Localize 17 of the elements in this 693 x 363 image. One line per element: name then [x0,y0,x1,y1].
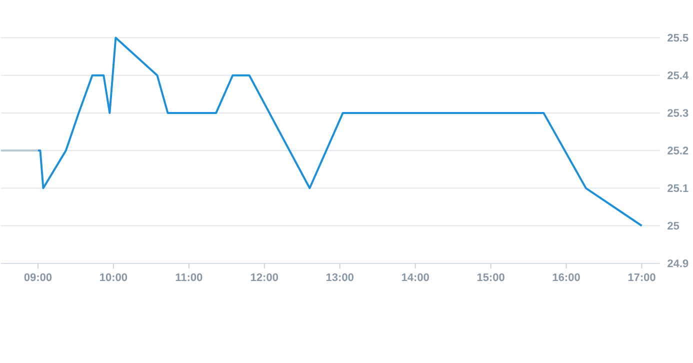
x-tick-label: 09:00 [24,273,52,282]
y-tick-label: 25.1 [668,184,688,192]
x-tick-label: 17:00 [628,273,656,282]
y-tick-label: 25.3 [668,109,688,118]
line-series [36,36,643,227]
x-tick-label: 10:00 [100,273,128,282]
y-tick-label: 25 [668,222,680,230]
y-tick-label: 24.9 [668,260,688,268]
x-tick-label: 16:00 [552,273,580,282]
y-tick-label: 25.5 [668,34,688,42]
x-tick-label: 15:00 [477,273,504,282]
x-tick-label: 11:00 [176,273,202,282]
x-tick-label: 13:00 [326,273,354,282]
y-tick-label: 25.4 [668,72,689,80]
x-tick-label: 12:00 [251,273,278,282]
y-tick-label: 25.2 [668,146,688,155]
x-tick-label: 14:00 [402,273,429,282]
